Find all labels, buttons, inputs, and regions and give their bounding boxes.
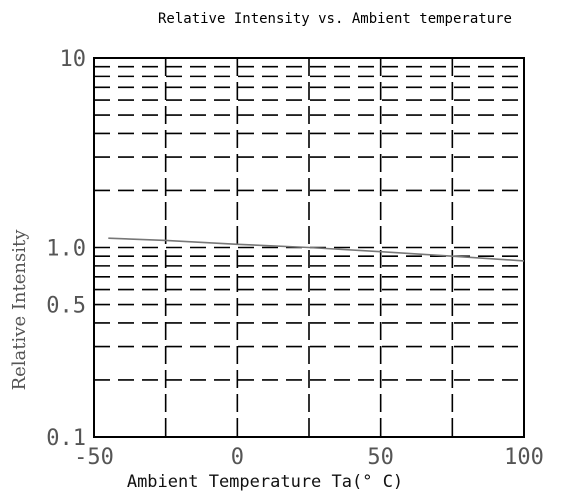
plot-frame [93,57,525,438]
grid [94,58,524,437]
y-tick-label: 10 [60,47,87,72]
chart-title: Relative Intensity vs. Ambient temperatu… [158,11,512,27]
series-layer [108,237,525,262]
y-tick-label: 0.5 [46,294,86,319]
series-line [108,237,525,262]
x-tick-labels: -50 0 50 100 [74,445,544,470]
x-tick-label: 0 [231,445,244,470]
y-tick-label: 0.1 [46,426,86,451]
y-tick-labels: 0.1 0.5 1.0 10 [46,47,86,451]
y-tick-label: 1.0 [46,237,86,262]
x-tick-label: 100 [504,445,544,470]
x-tick-label: 50 [367,445,394,470]
y-axis-label: Relative Intensity [9,229,30,391]
x-tick-label: -50 [74,445,114,470]
x-axis-label: Ambient Temperature Ta(° C) [127,472,403,492]
